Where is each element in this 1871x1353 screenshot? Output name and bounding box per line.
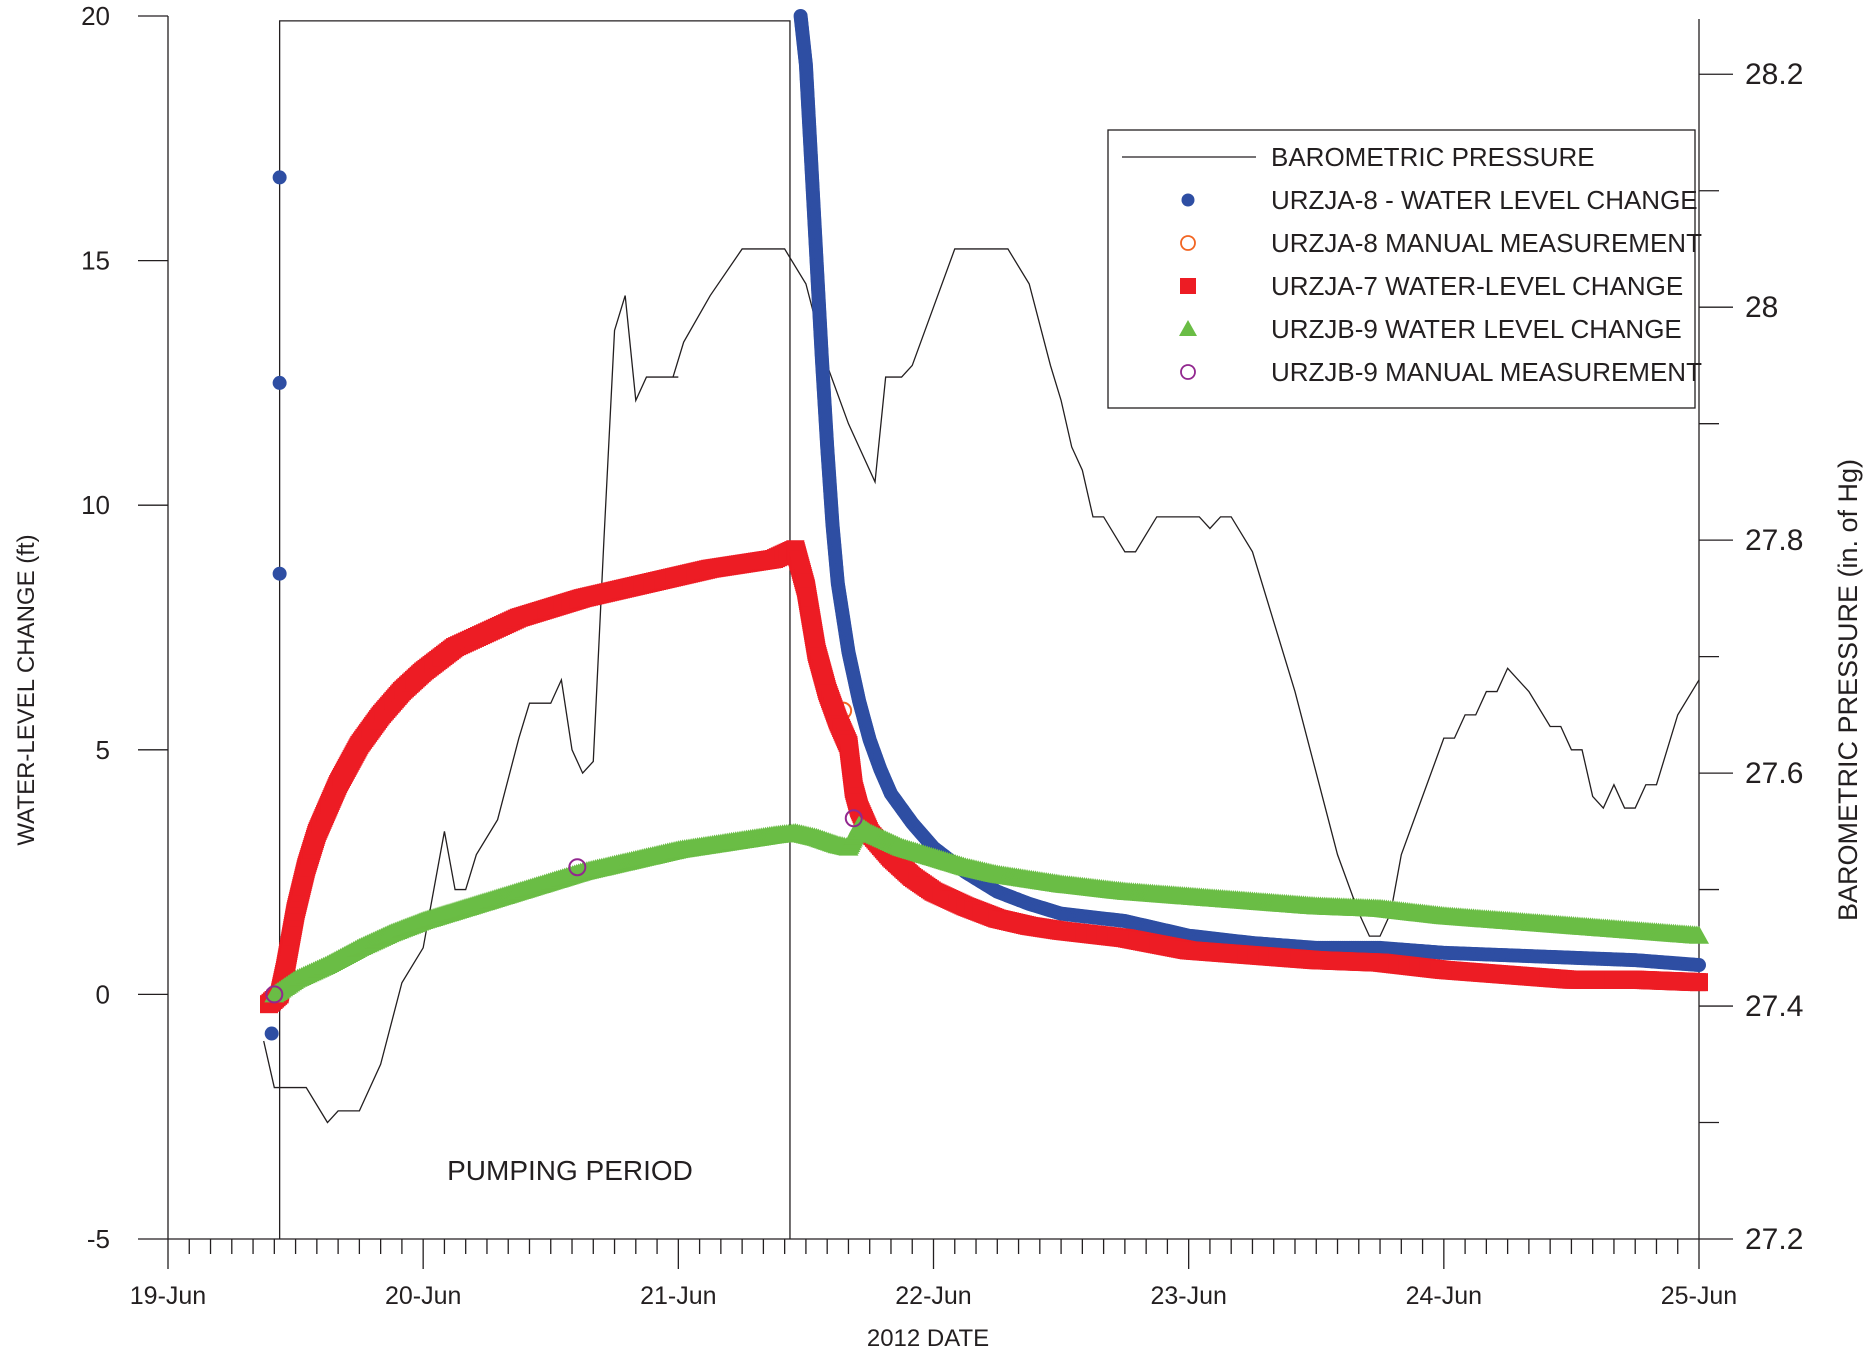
data-point (272, 375, 287, 390)
legend-label: URZJB-9 WATER LEVEL CHANGE (1271, 314, 1682, 344)
y2-tick-label: 27.2 (1745, 1223, 1803, 1256)
series-barometric-pressure-line (263, 248, 1700, 1124)
data-point (1692, 958, 1706, 973)
series-urzjb-9-water-level-change (264, 815, 1709, 1003)
x-tick-label: 21-Jun (640, 1282, 716, 1310)
data-point (1689, 925, 1709, 944)
barometric-pressure-layer (263, 248, 1700, 1124)
legend-swatch (1181, 193, 1195, 207)
y-tick-label: -5 (87, 1224, 110, 1254)
y-tick-label: 5 (96, 735, 110, 765)
series-urzjb-9-manual-measurement (265, 809, 863, 1004)
pumping-period: PUMPING PERIOD (278, 20, 791, 1239)
y-axis-title: WATER-LEVEL CHANGE (ft) (13, 534, 40, 845)
y2-tick-label: 28 (1745, 291, 1778, 324)
y2-tick-label: 27.8 (1745, 524, 1803, 557)
axes: 2012 DATE WATER-LEVEL CHANGE (ft) BAROME… (13, 1, 1863, 1352)
legend-label: URZJA-7 WATER-LEVEL CHANGE (1271, 271, 1683, 301)
legend-swatch (1180, 364, 1196, 380)
y2-tick-label: 27.4 (1745, 990, 1803, 1023)
x-tick-label: 24-Jun (1406, 1282, 1482, 1310)
series-urzja-7-water-level-change (260, 540, 1708, 1014)
data-point (844, 809, 863, 828)
legend-label: URZJA-8 MANUAL MEASUREMENT (1271, 228, 1702, 258)
data-point (264, 1026, 279, 1041)
legend-label: URZJA-8 - WATER LEVEL CHANGE (1271, 185, 1698, 215)
data-layer (260, 9, 1709, 1041)
y-tick-label: 20 (81, 1, 110, 31)
legend-swatch (1180, 235, 1196, 251)
y2-tick-label: 27.6 (1745, 757, 1803, 790)
legend: BAROMETRIC PRESSURE URZJA-8 - WATER LEVEL… (1107, 129, 1702, 409)
y-tick-label: 10 (81, 490, 110, 520)
legend-box (1107, 129, 1696, 409)
legend-label: BAROMETRIC PRESSURE (1271, 142, 1595, 172)
pumping-period-box (278, 20, 791, 1239)
legend-swatch (1179, 320, 1197, 336)
x-tick-label: 22-Jun (895, 1282, 971, 1310)
series-urzja-8-water-level-change (264, 9, 1706, 1041)
pumping-period-label: PUMPING PERIOD (447, 1155, 693, 1186)
legend-label: URZJB-9 MANUAL MEASUREMENT (1271, 357, 1702, 387)
x-tick-label: 25-Jun (1661, 1282, 1737, 1310)
y-tick-label: 15 (81, 246, 110, 276)
legend-swatch (1180, 278, 1196, 294)
data-point (1690, 973, 1708, 992)
x-axis-title: 2012 DATE (867, 1325, 989, 1352)
data-point (272, 170, 287, 185)
data-point (272, 566, 287, 581)
data-point (568, 858, 587, 877)
data-point (265, 985, 284, 1004)
x-tick-label: 20-Jun (385, 1282, 461, 1310)
y-tick-label: 0 (96, 979, 110, 1009)
x-tick-label: 23-Jun (1150, 1282, 1226, 1310)
y2-axis-title: BAROMETRIC PRESSURE (in. of Hg) (1833, 459, 1863, 921)
x-tick-label: 19-Jun (130, 1282, 206, 1310)
y2-tick-label: 28.2 (1745, 58, 1803, 91)
